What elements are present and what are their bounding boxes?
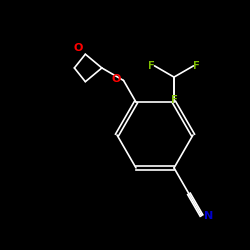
Text: F: F: [194, 61, 200, 71]
Text: F: F: [148, 61, 154, 71]
Text: N: N: [204, 210, 213, 220]
Text: F: F: [170, 94, 177, 104]
Text: O: O: [74, 43, 83, 53]
Text: O: O: [112, 74, 121, 84]
